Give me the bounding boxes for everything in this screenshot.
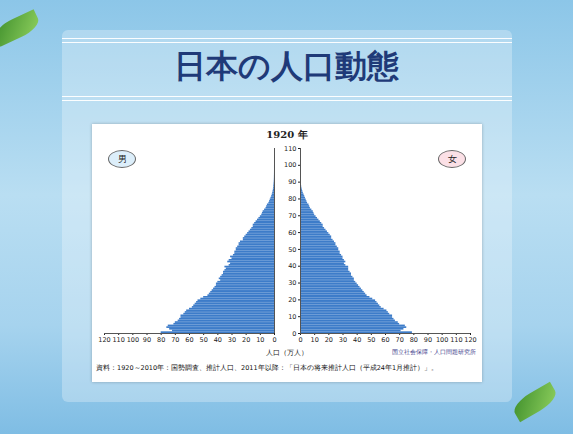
svg-text:90: 90 bbox=[424, 336, 432, 344]
html-text:女: 女 bbox=[447, 154, 457, 164]
svg-text:20: 20 bbox=[288, 296, 296, 304]
svg-text:110: 110 bbox=[284, 145, 296, 153]
svg-text:80: 80 bbox=[288, 195, 296, 203]
svg-text:100: 100 bbox=[284, 161, 296, 169]
svg-text:50: 50 bbox=[200, 336, 208, 344]
svg-text:80: 80 bbox=[410, 336, 418, 344]
svg-text:40: 40 bbox=[288, 262, 296, 270]
svg-text:120: 120 bbox=[464, 336, 476, 344]
svg-text:50: 50 bbox=[367, 336, 375, 344]
svg-text:80: 80 bbox=[157, 336, 165, 344]
svg-text:0: 0 bbox=[272, 336, 276, 344]
svg-text:90: 90 bbox=[143, 336, 151, 344]
svg-text:60: 60 bbox=[288, 229, 296, 237]
svg-text:70: 70 bbox=[396, 336, 404, 344]
svg-text:30: 30 bbox=[228, 336, 236, 344]
html-text:人口（万人）: 人口（万人） bbox=[266, 349, 308, 357]
svg-text:40: 40 bbox=[353, 336, 361, 344]
html-text:国立社会保障・人口問題研究所: 国立社会保障・人口問題研究所 bbox=[392, 349, 476, 355]
svg-text:60: 60 bbox=[381, 336, 389, 344]
svg-text:0: 0 bbox=[298, 336, 302, 344]
svg-text:70: 70 bbox=[288, 212, 296, 220]
svg-text:110: 110 bbox=[112, 336, 124, 344]
svg-text:110: 110 bbox=[450, 336, 462, 344]
svg-text:50: 50 bbox=[288, 245, 296, 253]
svg-text:100: 100 bbox=[436, 336, 448, 344]
svg-text:0: 0 bbox=[292, 330, 296, 338]
svg-text:90: 90 bbox=[288, 178, 296, 186]
svg-text:30: 30 bbox=[339, 336, 347, 344]
svg-text:10: 10 bbox=[288, 313, 296, 321]
html-text:1920 年: 1920 年 bbox=[266, 129, 308, 140]
svg-text:10: 10 bbox=[256, 336, 264, 344]
svg-text:20: 20 bbox=[242, 336, 250, 344]
svg-text:10: 10 bbox=[311, 336, 319, 344]
svg-text:100: 100 bbox=[127, 336, 139, 344]
svg-text:60: 60 bbox=[185, 336, 193, 344]
svg-text:120: 120 bbox=[98, 336, 110, 344]
html-text:男: 男 bbox=[117, 154, 127, 164]
svg-text:20: 20 bbox=[325, 336, 333, 344]
html-text:資料：1920～2010年：国勢調査、推計人口、2011年以: 資料：1920～2010年：国勢調査、推計人口、2011年以降：「日本の将来推計… bbox=[96, 364, 438, 372]
svg-text:40: 40 bbox=[214, 336, 222, 344]
svg-text:30: 30 bbox=[288, 279, 296, 287]
svg-text:70: 70 bbox=[171, 336, 179, 344]
html-text:日本の人口動態: 日本の人口動態 bbox=[174, 47, 399, 85]
